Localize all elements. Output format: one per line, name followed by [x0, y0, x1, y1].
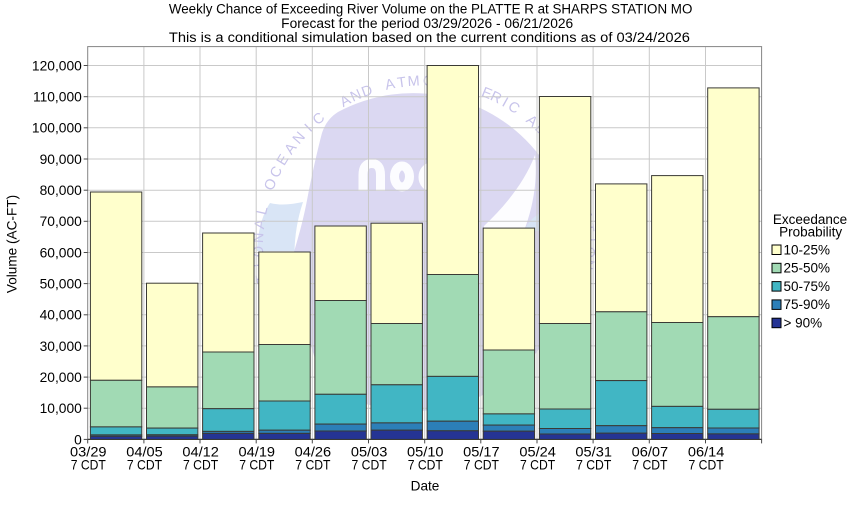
svg-text:05/24: 05/24: [519, 444, 556, 459]
svg-text:05/17: 05/17: [463, 444, 500, 459]
svg-text:O: O: [261, 176, 280, 192]
svg-text:7 CDT: 7 CDT: [183, 457, 219, 472]
svg-text:50-75%: 50-75%: [784, 279, 831, 294]
svg-text:7 CDT: 7 CDT: [71, 457, 107, 472]
svg-text:N: N: [251, 232, 268, 243]
svg-text:10-25%: 10-25%: [784, 242, 831, 257]
svg-text:7 CDT: 7 CDT: [464, 457, 500, 472]
svg-text:7 CDT: 7 CDT: [352, 457, 388, 472]
svg-text:05/03: 05/03: [351, 444, 388, 459]
svg-text:0: 0: [74, 432, 82, 447]
svg-text:20,000: 20,000: [40, 370, 83, 385]
svg-text:> 90%: > 90%: [784, 316, 823, 331]
svg-text:80,000: 80,000: [40, 183, 83, 198]
svg-text:Date: Date: [411, 479, 440, 494]
svg-text:7 CDT: 7 CDT: [295, 457, 331, 472]
svg-text:03/29: 03/29: [70, 444, 107, 459]
svg-text:T: T: [396, 74, 407, 91]
svg-text:04/12: 04/12: [182, 444, 219, 459]
svg-text:05/31: 05/31: [575, 444, 612, 459]
svg-text:50,000: 50,000: [40, 277, 83, 292]
svg-text:I: I: [499, 95, 510, 111]
svg-text:05/10: 05/10: [407, 444, 444, 459]
svg-text:10,000: 10,000: [40, 401, 83, 416]
svg-text:04/19: 04/19: [239, 444, 276, 459]
svg-text:Forecast for the period 03/29/: Forecast for the period 03/29/2026 - 06/…: [281, 16, 573, 31]
svg-text:O: O: [251, 246, 267, 258]
svg-text:75-90%: 75-90%: [784, 297, 831, 312]
svg-text:06/07: 06/07: [632, 444, 669, 459]
svg-text:04/26: 04/26: [295, 444, 332, 459]
svg-text:60,000: 60,000: [40, 245, 83, 260]
svg-text:7 CDT: 7 CDT: [632, 457, 668, 472]
svg-text:04/05: 04/05: [126, 444, 163, 459]
svg-text:7 CDT: 7 CDT: [408, 457, 444, 472]
svg-text:A: A: [384, 76, 397, 94]
svg-text:7 CDT: 7 CDT: [127, 457, 163, 472]
svg-text:Probability: Probability: [779, 225, 842, 240]
svg-text:30,000: 30,000: [40, 339, 83, 354]
svg-text:120,000: 120,000: [32, 58, 82, 73]
svg-text:06/14: 06/14: [688, 444, 725, 459]
svg-text:40,000: 40,000: [40, 308, 83, 323]
svg-text:M: M: [407, 73, 420, 90]
svg-text:Exceedance: Exceedance: [773, 212, 847, 227]
svg-text:70,000: 70,000: [40, 214, 83, 229]
svg-text:90,000: 90,000: [40, 152, 83, 167]
svg-text:This is a conditional simulati: This is a conditional simulation based o…: [169, 30, 690, 45]
svg-text:7 CDT: 7 CDT: [239, 457, 275, 472]
svg-text:7 CDT: 7 CDT: [520, 457, 556, 472]
svg-text:Weekly Chance of Exceeding Riv: Weekly Chance of Exceeding River Volume …: [169, 2, 693, 17]
svg-text:7 CDT: 7 CDT: [689, 457, 725, 472]
svg-text:L: L: [254, 205, 271, 216]
svg-text:7 CDT: 7 CDT: [576, 457, 612, 472]
svg-text:Volume (AC-FT): Volume (AC-FT): [5, 195, 20, 293]
svg-text:100,000: 100,000: [32, 121, 82, 136]
svg-text:25-50%: 25-50%: [784, 261, 831, 276]
svg-text:110,000: 110,000: [33, 90, 82, 105]
